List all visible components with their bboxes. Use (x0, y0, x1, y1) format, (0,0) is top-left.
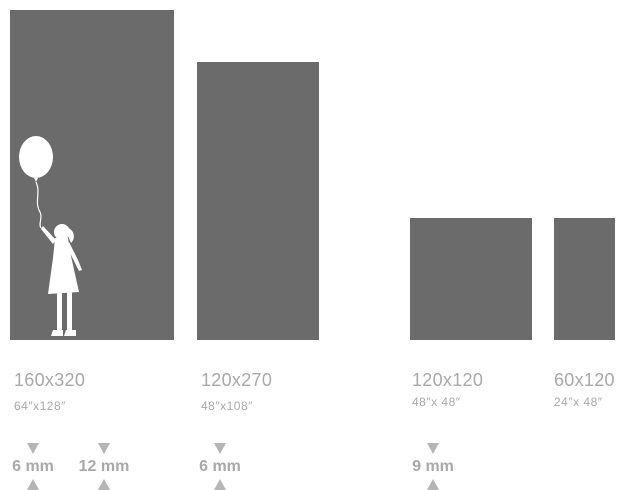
thickness-marker: 6 mm (190, 443, 250, 490)
triangle-up-icon (98, 479, 110, 490)
thickness-label: 9 mm (412, 458, 454, 475)
panel-120x120 (410, 218, 532, 340)
thickness-label: 12 mm (78, 458, 130, 475)
size-label: 160x320 (14, 370, 86, 390)
thickness-marker: 6 mm (3, 443, 63, 490)
inch-label: 48″x108″ (201, 399, 253, 413)
size-label: 120x120 (412, 370, 484, 390)
thickness-marker: 12 mm (74, 443, 134, 490)
inch-label: 64″x128″ (14, 399, 66, 413)
inch-label: 48″x 48″ (412, 395, 461, 409)
thickness-label: 6 mm (199, 458, 241, 475)
panel-120x270 (197, 62, 319, 340)
inch-label: 24″x 48″ (554, 395, 603, 409)
triangle-up-icon (27, 479, 39, 490)
triangle-up-icon (214, 479, 226, 490)
triangle-down-icon (214, 443, 226, 454)
thickness-label: 6 mm (12, 458, 54, 475)
girl-with-balloon-icon (19, 136, 82, 336)
size-label: 120x270 (201, 370, 273, 390)
thickness-marker: 9 mm (403, 443, 463, 490)
triangle-up-icon (427, 479, 439, 490)
triangle-down-icon (98, 443, 110, 454)
triangle-down-icon (427, 443, 439, 454)
panel-60x120 (554, 218, 615, 340)
size-label: 60x120 (554, 370, 615, 390)
triangle-down-icon (27, 443, 39, 454)
